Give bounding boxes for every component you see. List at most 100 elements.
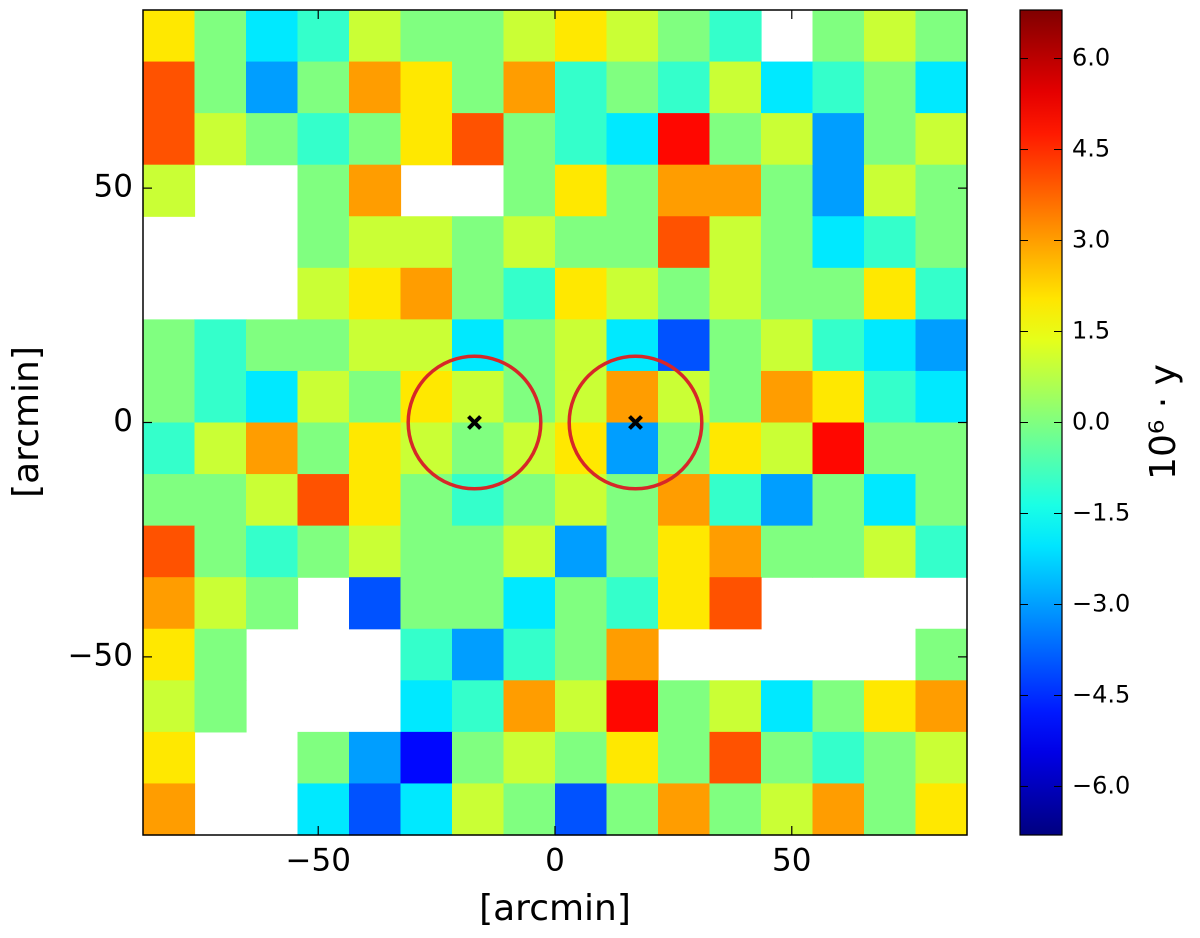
heatmap-cell xyxy=(709,525,762,578)
heatmap-cell xyxy=(143,628,196,681)
heatmap-cell xyxy=(709,474,762,527)
heatmap-cell xyxy=(349,10,402,63)
heatmap-cell xyxy=(555,525,608,578)
heatmap-cell xyxy=(400,267,453,320)
heatmap-cell xyxy=(761,216,814,269)
heatmap-cell xyxy=(503,164,556,217)
heatmap-cell xyxy=(452,61,505,114)
heatmap-cell xyxy=(761,61,814,114)
heatmap-cell xyxy=(864,216,917,269)
heatmap-cell xyxy=(143,164,196,217)
heatmap-cell xyxy=(246,61,299,114)
heatmap-cell xyxy=(452,319,505,372)
heatmap-cell xyxy=(658,113,711,166)
heatmap-cell xyxy=(349,164,402,217)
heatmap-cell xyxy=(658,164,711,217)
heatmap-cell xyxy=(709,113,762,166)
y-tick-label: 50 xyxy=(94,169,133,205)
heatmap-cell xyxy=(709,267,762,320)
heatmap-cell xyxy=(400,628,453,681)
heatmap-cell xyxy=(194,577,247,630)
x-axis-label: [arcmin] xyxy=(479,888,631,929)
heatmap-cell xyxy=(812,422,865,475)
heatmap-cell xyxy=(194,10,247,63)
heatmap-cell xyxy=(400,731,453,785)
heatmap-cell xyxy=(606,61,659,114)
heatmap-cell xyxy=(812,113,865,166)
heatmap-cell xyxy=(864,61,917,114)
heatmap-cell xyxy=(143,577,196,630)
colorbar-label: 10⁶ · y xyxy=(1143,364,1184,480)
heatmap-cell xyxy=(349,216,402,269)
heatmap-cell xyxy=(503,731,556,785)
heatmap-cell xyxy=(452,731,505,785)
heatmap-cell xyxy=(297,113,350,166)
heatmap-cell xyxy=(400,113,453,166)
heatmap-cell xyxy=(349,267,402,320)
heatmap-cell xyxy=(143,474,196,527)
heatmap-cell xyxy=(606,10,659,63)
x-tick-label: 0 xyxy=(545,843,565,879)
heatmap-cell xyxy=(761,422,814,475)
center-marker xyxy=(467,415,482,430)
heatmap-cell xyxy=(349,370,402,424)
heatmap-cell xyxy=(555,628,608,681)
colorbar-tick-label: −4.5 xyxy=(1072,680,1130,708)
heatmap-cell xyxy=(297,731,350,785)
x-tick-label: 50 xyxy=(772,843,811,879)
heatmap-cell xyxy=(555,61,608,114)
heatmap-cell xyxy=(761,525,814,578)
heatmap-cell xyxy=(555,164,608,217)
heatmap-cell xyxy=(194,525,247,578)
center-marker xyxy=(628,415,643,430)
heatmap-cell xyxy=(915,370,968,424)
heatmap-cell xyxy=(143,731,196,785)
heatmap-cell xyxy=(812,525,865,578)
heatmap-cell xyxy=(194,422,247,475)
heatmap-cell xyxy=(915,628,968,681)
heatmap-cell xyxy=(864,783,917,836)
heatmap-cell xyxy=(864,731,917,785)
heatmap-cell xyxy=(606,370,659,424)
y-tick-label: −50 xyxy=(68,637,133,673)
heatmap-cell xyxy=(194,61,247,114)
heatmap-cell xyxy=(812,319,865,372)
heatmap-cell xyxy=(503,422,556,475)
heatmap-cell xyxy=(143,113,196,166)
heatmap-cell xyxy=(864,680,917,733)
heatmap-cell xyxy=(452,267,505,320)
heatmap-cell xyxy=(606,216,659,269)
heatmap-cell xyxy=(452,10,505,63)
heatmap-cell xyxy=(503,319,556,372)
heatmap-cell xyxy=(761,474,814,527)
heatmap-cell xyxy=(503,525,556,578)
x-tick-label: −50 xyxy=(286,843,351,879)
heatmap-cell xyxy=(400,577,453,630)
heatmap-cell xyxy=(503,267,556,320)
heatmap-cell xyxy=(503,577,556,630)
heatmap-cell xyxy=(761,731,814,785)
heatmap-cell xyxy=(761,319,814,372)
heatmap-cell xyxy=(349,525,402,578)
heatmap-cell xyxy=(812,731,865,785)
heatmap-cell xyxy=(761,680,814,733)
heatmap-cell xyxy=(658,577,711,630)
heatmap-cell xyxy=(864,474,917,527)
heatmap-cell xyxy=(606,474,659,527)
heatmap-cell xyxy=(246,370,299,424)
heatmap-cell xyxy=(143,783,196,836)
heatmap-cell xyxy=(658,216,711,269)
heatmap-cell xyxy=(864,113,917,166)
heatmap-cell xyxy=(555,474,608,527)
heatmap-cell xyxy=(503,61,556,114)
heatmap-cell xyxy=(709,61,762,114)
heatmap-cell xyxy=(761,164,814,217)
heatmap-cell xyxy=(658,267,711,320)
colorbar-tick-label: 0.0 xyxy=(1072,408,1110,436)
heatmap-cell xyxy=(915,267,968,320)
heatmap-cell xyxy=(915,731,968,785)
heatmap-cell xyxy=(555,783,608,836)
heatmap-cell xyxy=(555,267,608,320)
heatmap-cell xyxy=(246,422,299,475)
heatmap-cell xyxy=(555,370,608,424)
